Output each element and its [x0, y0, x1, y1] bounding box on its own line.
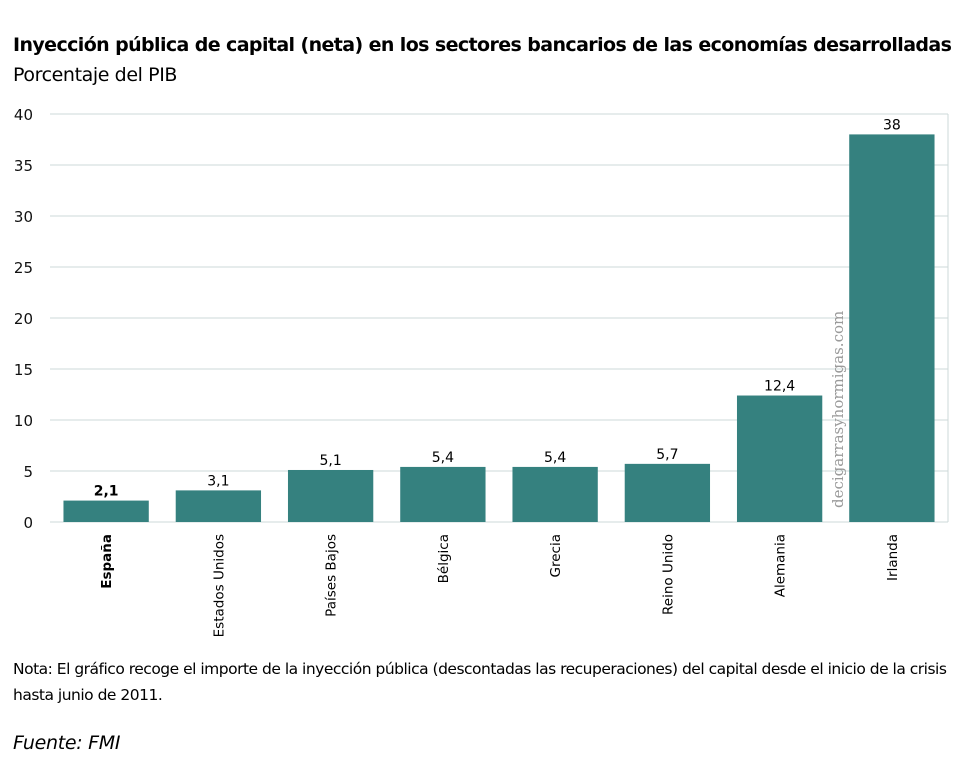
bar	[63, 500, 149, 522]
y-tick-label: 0	[23, 514, 33, 532]
x-tick-label: Países Bajos	[324, 534, 340, 617]
y-axis-ticks: 0 5 10 15 20 25 30 35 40	[14, 106, 33, 532]
data-label: 5,7	[656, 447, 678, 463]
y-tick-label: 35	[14, 157, 33, 175]
data-label: 38	[883, 117, 901, 133]
y-tick-label: 15	[14, 361, 33, 379]
bar	[400, 466, 486, 522]
bar	[512, 466, 598, 522]
y-tick-label: 20	[14, 310, 33, 328]
x-tick-label: Alemania	[773, 534, 789, 597]
data-label: 3,1	[207, 473, 229, 489]
data-label: 5,1	[319, 453, 341, 469]
x-tick-label: Reino Unido	[660, 534, 676, 615]
data-label: 2,1	[94, 484, 119, 500]
footnote: Nota: El gráfico recoge el importe de la…	[13, 660, 947, 704]
bars	[63, 134, 935, 522]
x-tick-label: Irlanda	[885, 534, 901, 581]
y-tick-label: 25	[14, 259, 33, 277]
bar-chart: 0 5 10 15 20 25 30 35 40 2,1 3,1 5,1 5,4 5,4 5,7 12,4 3…	[14, 106, 949, 637]
gridlines	[50, 113, 949, 523]
x-tick-label: España	[99, 534, 115, 589]
chart-title: Inyección pública de capital (neta) en l…	[13, 34, 952, 56]
x-tick-label: Bélgica	[436, 534, 452, 583]
y-tick-label: 10	[14, 412, 33, 430]
bar	[624, 463, 711, 522]
x-tick-label: Grecia	[548, 534, 564, 577]
y-tick-label: 5	[23, 463, 33, 481]
x-tick-label: Estados Unidos	[211, 534, 227, 637]
data-labels: 2,1 3,1 5,1 5,4 5,4 5,7 12,4 38	[94, 117, 901, 499]
watermark-text: decigarrasyhormigas.com	[829, 311, 847, 508]
data-label: 5,4	[432, 450, 454, 466]
y-tick-label: 30	[14, 208, 33, 226]
chart-subtitle: Porcentaje del PIB	[13, 64, 178, 86]
x-axis-labels: España Estados Unidos Países Bajos Bélgica G…	[99, 534, 901, 637]
y-tick-label: 40	[14, 106, 33, 124]
bar	[175, 490, 262, 522]
bar	[849, 134, 935, 522]
source-label: Fuente: FMI	[13, 732, 121, 754]
data-label: 5,4	[544, 450, 566, 466]
bar	[736, 395, 823, 522]
bar	[287, 469, 374, 522]
data-label: 12,4	[764, 379, 795, 395]
